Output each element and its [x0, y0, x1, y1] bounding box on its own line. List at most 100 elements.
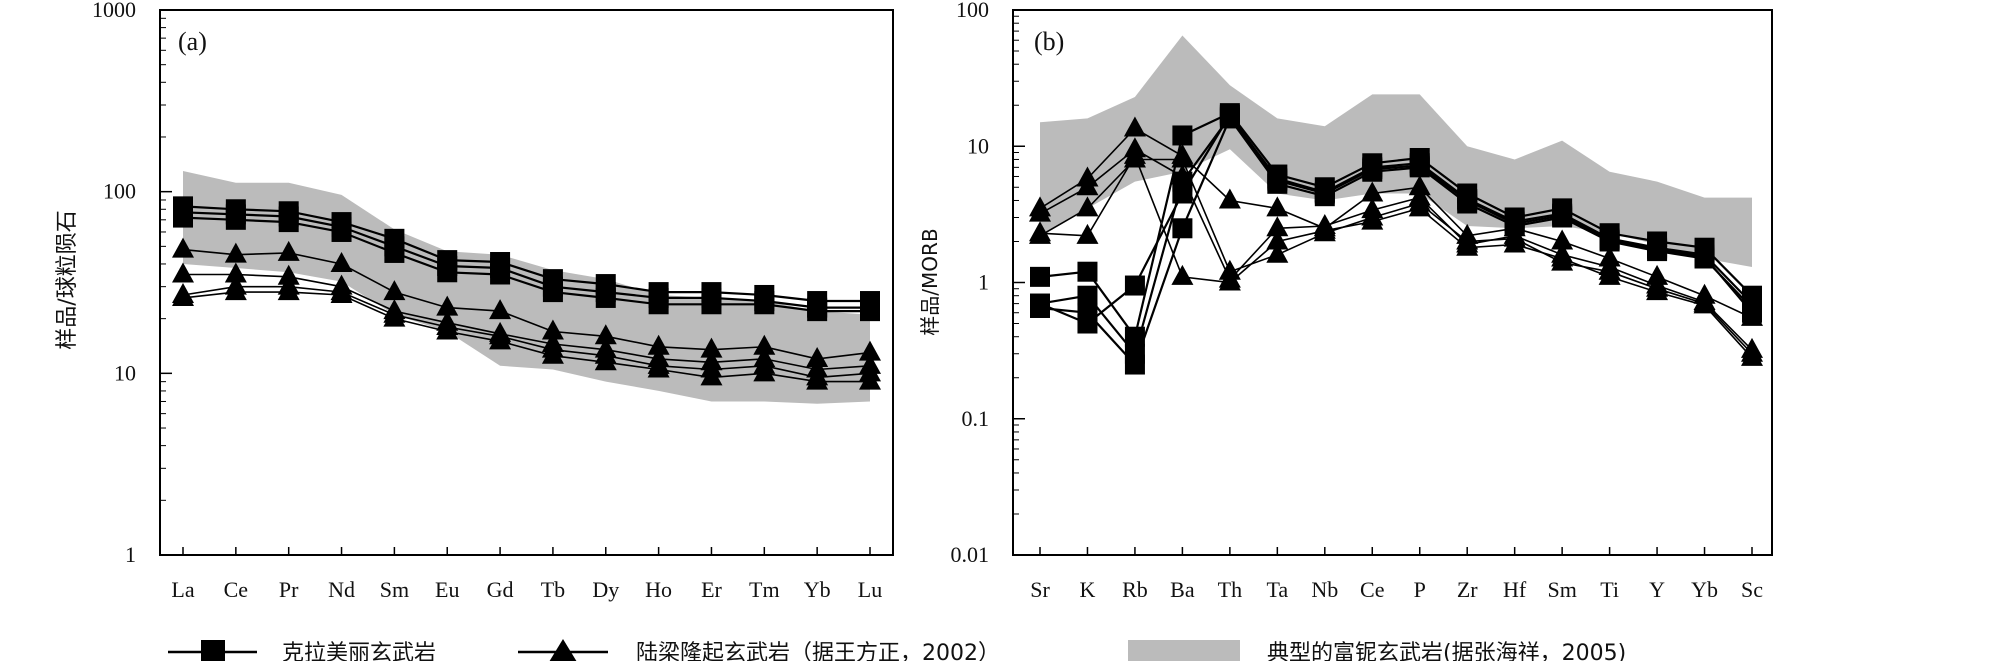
- x-tick-label: Ti: [1600, 577, 1619, 602]
- data-point-square: [1599, 230, 1620, 251]
- data-point-triangle: [277, 280, 300, 301]
- chart-panel-a: 1 10 100 1000 La Ce Pr Nd Sm Eu Gd Tb Dy Ho Er Tm Yb Lu (a…: [55, 0, 894, 602]
- x-tick-label: Ho: [645, 577, 672, 602]
- data-point-triangle: [541, 343, 564, 364]
- data-point-square: [490, 264, 511, 285]
- data-point-triangle: [1598, 259, 1621, 280]
- data-point-triangle: [1076, 196, 1099, 217]
- data-point-triangle: [1029, 223, 1051, 244]
- data-point-square: [1030, 293, 1050, 314]
- x-tick-label: Sm: [380, 577, 409, 602]
- series-line: [1039, 116, 1753, 367]
- x-tick-label: Gd: [487, 577, 514, 602]
- data-point-triangle: [436, 295, 459, 316]
- data-point-triangle: [1266, 216, 1289, 237]
- data-point-square: [648, 294, 669, 315]
- series-line: [1039, 158, 1753, 355]
- data-point-square: [860, 301, 880, 322]
- data-point-triangle: [1171, 147, 1194, 168]
- series-line: [1039, 114, 1753, 357]
- data-point-triangle: [859, 369, 881, 390]
- data-point-square: [173, 207, 193, 228]
- data-point-square: [1077, 261, 1098, 282]
- data-point-square: [1362, 159, 1383, 180]
- x-tick-label: P: [1414, 577, 1426, 602]
- data-point-triangle: [1218, 270, 1241, 291]
- data-point-triangle: [1123, 116, 1146, 137]
- data-point-square: [331, 221, 352, 242]
- data-point-triangle: [172, 262, 194, 283]
- series-line: [1039, 148, 1753, 351]
- data-point-triangle: [1361, 181, 1384, 202]
- data-point-triangle: [1171, 164, 1194, 185]
- data-point-triangle: [330, 282, 353, 303]
- legend-square-label: 克拉美丽玄武岩: [282, 641, 436, 661]
- legend-triangle-label: 陆梁隆起玄武岩（据王方正，2002）: [636, 641, 1000, 661]
- series-line: [1039, 154, 1753, 359]
- data-point-triangle: [700, 365, 723, 386]
- data-point-square: [1077, 313, 1098, 334]
- data-point-triangle: [1171, 264, 1194, 285]
- plot-frame: [159, 9, 894, 556]
- x-tick-label: Ce: [224, 577, 248, 602]
- x-tick-label: Sr: [1030, 577, 1050, 602]
- data-point-triangle: [224, 262, 247, 283]
- data-point-triangle: [1029, 201, 1051, 222]
- data-point-square: [1124, 275, 1145, 296]
- data-point-triangle: [172, 237, 194, 258]
- data-point-square: [595, 287, 616, 308]
- data-point-triangle: [383, 280, 406, 301]
- data-point-square: [1647, 239, 1668, 260]
- data-point-triangle: [1218, 188, 1241, 209]
- series-line: [1039, 127, 1753, 319]
- x-tick-label: Nd: [328, 577, 355, 602]
- y-tick-label: 0.1: [962, 406, 990, 431]
- data-point-triangle: [1266, 196, 1289, 217]
- data-point-square: [437, 262, 458, 283]
- data-point-square: [225, 209, 246, 230]
- data-point-triangle: [806, 346, 829, 367]
- x-tick-label: Tm: [749, 577, 780, 602]
- data-point-triangle: [1551, 229, 1574, 250]
- data-point-square: [1172, 218, 1193, 239]
- data-point-square: [384, 242, 405, 263]
- x-tick-label: Hf: [1503, 577, 1527, 602]
- legend-square-marker: [201, 640, 225, 661]
- series-line: [1039, 112, 1753, 325]
- series-line: [182, 248, 871, 360]
- data-point-triangle: [594, 350, 617, 371]
- x-tick-label: Dy: [592, 577, 619, 602]
- data-point-square: [278, 212, 299, 233]
- series-triangle-7: [172, 280, 881, 390]
- data-point-square: [1077, 285, 1098, 306]
- x-tick-label: Lu: [858, 577, 882, 602]
- x-tick-label: Yb: [804, 577, 831, 602]
- x-tick-label: Tb: [541, 577, 565, 602]
- data-point-square: [1030, 266, 1050, 287]
- x-tick-label: Ba: [1170, 577, 1195, 602]
- x-tick-label: Sc: [1741, 577, 1763, 602]
- data-point-triangle: [859, 340, 881, 361]
- data-point-triangle: [383, 306, 406, 327]
- x-tick-label: Yb: [1691, 577, 1718, 602]
- data-point-triangle: [1218, 259, 1241, 280]
- y-tick-label: 10: [114, 360, 136, 385]
- series-line: [1039, 111, 1753, 340]
- data-point-triangle: [1361, 205, 1384, 226]
- data-point-triangle: [489, 329, 512, 350]
- x-tick-label: Eu: [435, 577, 459, 602]
- data-point-square: [807, 301, 828, 322]
- legend-triangle-marker: [549, 639, 577, 661]
- data-point-triangle: [753, 334, 776, 355]
- data-point-triangle: [1266, 242, 1289, 263]
- y-tick-label: 100: [956, 0, 989, 22]
- x-tick-label: La: [171, 577, 194, 602]
- series-line: [182, 285, 871, 379]
- legend-band-swatch: [1128, 640, 1240, 661]
- data-point-triangle: [1076, 223, 1099, 244]
- series-square-3: [173, 207, 880, 322]
- data-point-triangle: [1408, 191, 1431, 212]
- data-point-square: [1552, 205, 1573, 226]
- x-tick-label: Zr: [1457, 577, 1478, 602]
